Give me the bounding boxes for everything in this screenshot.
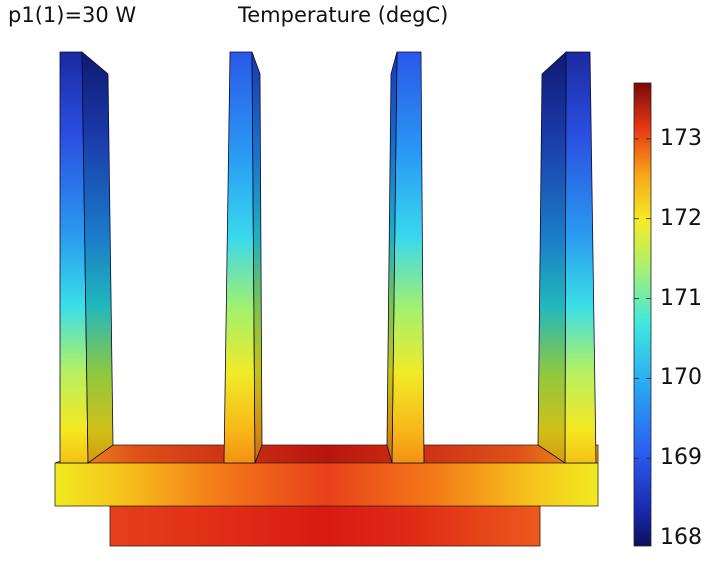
colorbar-tick-label: 169 (660, 445, 702, 471)
colorbar-tick-label: 173 (660, 125, 702, 151)
bottom-plate (109, 505, 541, 547)
fin-inner-1 (223, 51, 263, 464)
plot-title: Temperature (degC) (238, 3, 449, 27)
colorbar-tick-label: 171 (660, 285, 702, 311)
parameter-label: p1(1)=30 W (8, 3, 137, 27)
colorbar (633, 82, 652, 547)
base-top-face (54, 444, 599, 464)
colorbar-ticks (634, 138, 651, 539)
colorbar-scale (633, 82, 652, 547)
colorbar-tick-label: 170 (660, 365, 702, 391)
base-front-face (54, 462, 599, 507)
fin-inner-2 (386, 51, 425, 464)
fin-outer-left (59, 51, 114, 464)
fin-outer-right (537, 51, 597, 464)
colorbar-tick-label: 168 (660, 525, 702, 551)
colorbar-tick-label: 172 (660, 205, 702, 231)
